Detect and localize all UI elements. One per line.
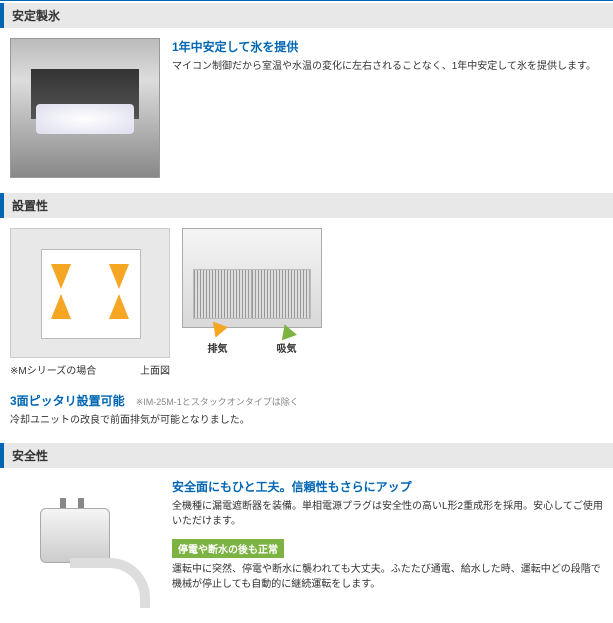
caption-right: 上面図 xyxy=(140,362,170,377)
safety-title-1: 安全面にもひと工夫。信頼性もさらにアップ xyxy=(172,478,603,495)
exhaust-label: 排気 xyxy=(208,344,228,355)
vent-right xyxy=(252,270,310,318)
ice-title: 1年中安定して氷を提供 xyxy=(172,38,603,55)
top-view-diagram xyxy=(10,228,170,358)
plug-cable-icon xyxy=(70,558,150,608)
ice-cubes-graphic xyxy=(36,104,134,134)
ice-text-column: 1年中安定して氷を提供 マイコン制御だから室温や水温の変化に左右されることなく、… xyxy=(172,38,603,178)
caption-left: ※Mシリーズの場合 xyxy=(10,362,96,377)
diagram-caption-row: ※Mシリーズの場合 上面図 xyxy=(10,362,170,377)
install-text-block: 3面ピッタリ設置可能 ※IM-25M-1とスタックオンタイプは除く 冷却ユニット… xyxy=(0,392,613,443)
arrow-icon xyxy=(109,294,129,319)
section-header-safety: 安全性 xyxy=(0,443,613,468)
top-divider xyxy=(0,0,613,1)
safety-body-1: 全機種に漏電遮断器を装備。単相電源プラグは安全性の高いL形2重成形を採用。安心し… xyxy=(172,499,603,529)
safety-text-column: 安全面にもひと工夫。信頼性もさらにアップ 全機種に漏電遮断器を装備。単相電源プラ… xyxy=(172,478,603,608)
plug-body-icon xyxy=(40,508,110,563)
ice-maker-image xyxy=(10,38,160,178)
exhaust-arrow-icon xyxy=(208,322,228,341)
install-body-text: 冷却ユニットの改良で前面排気が可能となりました。 xyxy=(10,413,603,428)
install-note: ※IM-25M-1とスタックオンタイプは除く xyxy=(136,397,299,407)
intake-arrow-icon xyxy=(277,322,297,341)
arrow-icon xyxy=(51,264,71,289)
vent-left xyxy=(194,270,252,318)
airflow-label-row: 排気 吸気 xyxy=(183,324,321,355)
arrow-icon xyxy=(109,264,129,289)
front-view-diagram: 排気 吸気 xyxy=(182,228,322,328)
safety-badge: 停電や断水の後も正常 xyxy=(172,539,284,558)
install-diagram-1: ※Mシリーズの場合 上面図 xyxy=(10,228,170,377)
exhaust-label-group: 排気 xyxy=(208,324,228,355)
intake-label: 吸気 xyxy=(277,344,297,355)
safety-body-2: 運転中に突然、停電や断水に襲われても大丈夫。ふたたび通電、給水した時、運転中どの… xyxy=(172,562,603,592)
power-plug-image xyxy=(10,478,160,608)
ice-body-text: マイコン制御だから室温や水温の変化に左右されることなく、1年中安定して氷を提供し… xyxy=(172,59,603,74)
safety-content-row: 安全面にもひと工夫。信頼性もさらにアップ 全機種に漏電遮断器を装備。単相電源プラ… xyxy=(0,478,613,623)
section-header-ice: 安定製氷 xyxy=(0,3,613,28)
install-title: 3面ピッタリ設置可能 xyxy=(10,394,125,408)
arrow-icon xyxy=(51,294,71,319)
section-header-install: 設置性 xyxy=(0,193,613,218)
ice-content-row: 1年中安定して氷を提供 マイコン制御だから室温や水温の変化に左右されることなく、… xyxy=(0,38,613,193)
intake-label-group: 吸気 xyxy=(277,324,297,355)
install-diagram-row: ※Mシリーズの場合 上面図 排気 吸気 xyxy=(0,228,613,392)
install-diagram-2: 排気 吸気 xyxy=(182,228,342,377)
vent-panel xyxy=(193,269,311,319)
